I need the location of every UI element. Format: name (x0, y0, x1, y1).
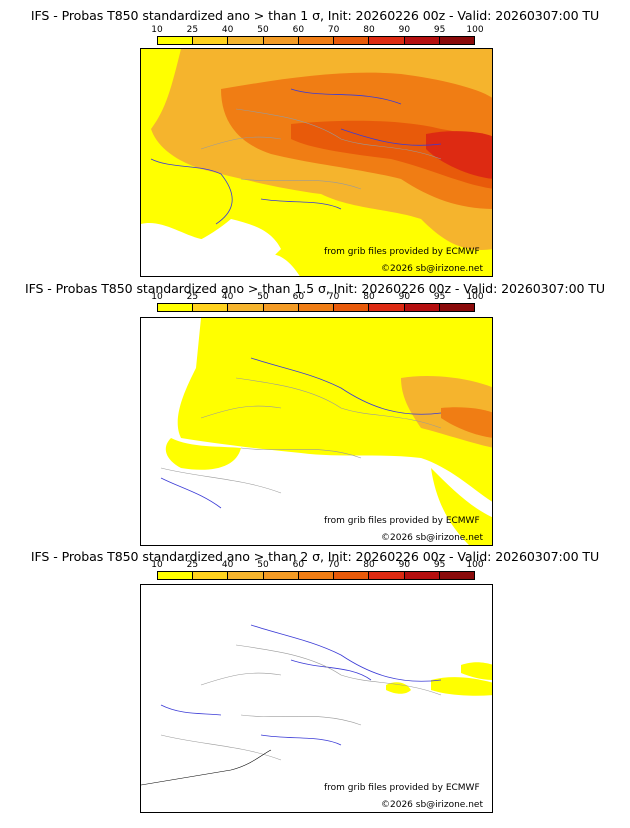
colorbar-tick-label: 90 (398, 560, 411, 570)
colorbar-tick-label: 70 (327, 292, 340, 302)
colorbar-ticks: 10 25 40 50 60 70 80 90 95 100 (151, 560, 483, 571)
probability-map (160, 318, 492, 545)
colorbar-tick-label: 95 (433, 292, 446, 302)
colorbar-swatch (228, 572, 264, 579)
colorbar-swatch (369, 304, 405, 311)
colorbar: 10 25 40 50 60 70 80 90 95 100 (151, 560, 484, 584)
colorbar-swatch (228, 304, 264, 311)
source-credit: from grib files provided by ECMWF (324, 516, 480, 526)
colorbar-tick-label: 90 (398, 25, 411, 35)
colorbar-swatch (263, 572, 299, 579)
map-area: from grib files provided by ECMWF ©2026 … (140, 48, 493, 277)
colorbar-tick-label: 95 (433, 25, 446, 35)
colorbar-tick-label: 25 (186, 25, 199, 35)
map-area: from grib files provided by ECMWF ©2026 … (140, 584, 493, 813)
colorbar-swatch (263, 37, 299, 44)
colorbar-swatch (439, 304, 474, 311)
colorbar-tick-label: 50 (257, 292, 269, 302)
colorbar-swatch (298, 304, 335, 311)
colorbar-tick-label: 40 (221, 560, 234, 570)
colorbar-swatch (404, 304, 440, 311)
colorbar-tick-label: 50 (257, 25, 269, 35)
probability-map (141, 624, 492, 786)
colorbar-swatch (193, 37, 229, 44)
panel-title: IFS - Probas T850 standardized ano > tha… (30, 8, 600, 23)
colorbar: 10 25 40 50 60 70 80 90 95 100 (151, 292, 484, 316)
colorbar-swatch (439, 572, 474, 579)
colorbar-swatch (298, 572, 335, 579)
colorbar: 10 25 40 50 60 70 80 90 95 100 (151, 25, 484, 49)
colorbar-tick-label: 100 (466, 25, 484, 35)
panel-title: IFS - Probas T850 standardized ano > tha… (24, 281, 606, 296)
colorbar-ticks: 10 25 40 50 60 70 80 90 95 100 (151, 292, 483, 303)
map-area: from grib files provided by ECMWF ©2026 … (140, 317, 493, 546)
colorbar-tick-label: 40 (221, 25, 234, 35)
colorbar-swatch (439, 37, 474, 44)
colorbar-tick-label: 10 (151, 25, 163, 35)
colorbar-ticks: 10 25 40 50 60 70 80 90 95 100 (151, 25, 483, 36)
colorbar-swatch (334, 37, 370, 44)
source-credit: from grib files provided by ECMWF (324, 247, 480, 257)
colorbar-tick-label: 25 (186, 292, 199, 302)
colorbar-tick-label: 25 (186, 560, 199, 570)
colorbar-tick-label: 90 (398, 292, 411, 302)
colorbar-swatches (157, 303, 475, 312)
colorbar-swatch (158, 304, 194, 311)
colorbar-tick-label: 100 (466, 560, 484, 570)
colorbar-swatch (334, 304, 370, 311)
colorbar-swatch (228, 37, 264, 44)
colorbar-swatch (369, 37, 405, 44)
colorbar-tick-label: 60 (292, 292, 305, 302)
colorbar-swatch (158, 572, 194, 579)
colorbar-tick-label: 80 (363, 560, 375, 570)
colorbar-tick-label: 60 (292, 560, 305, 570)
colorbar-swatch (369, 572, 405, 579)
colorbar-tick-label: 10 (151, 560, 163, 570)
colorbar-swatch (404, 37, 440, 44)
copyright: ©2026 sb@irizone.net (381, 800, 483, 810)
colorbar-swatch (193, 304, 229, 311)
colorbar-swatch (193, 572, 229, 579)
source-credit: from grib files provided by ECMWF (324, 783, 480, 793)
probability-map (141, 49, 492, 276)
colorbar-tick-label: 100 (466, 292, 484, 302)
colorbar-tick-label: 95 (433, 560, 446, 570)
colorbar-swatches (157, 571, 475, 580)
copyright: ©2026 sb@irizone.net (381, 264, 483, 274)
colorbar-swatch (404, 572, 440, 579)
colorbar-swatch (263, 304, 299, 311)
colorbar-tick-label: 60 (292, 25, 305, 35)
colorbar-tick-label: 80 (363, 292, 375, 302)
colorbar-tick-label: 80 (363, 25, 375, 35)
colorbar-tick-label: 70 (327, 560, 340, 570)
colorbar-tick-label: 70 (327, 25, 340, 35)
copyright: ©2026 sb@irizone.net (381, 533, 483, 543)
colorbar-tick-label: 50 (257, 560, 269, 570)
colorbar-tick-label: 10 (151, 292, 163, 302)
panel-title: IFS - Probas T850 standardized ano > tha… (30, 549, 600, 564)
colorbar-swatch (158, 37, 194, 44)
colorbar-swatch (298, 37, 335, 44)
colorbar-swatch (334, 572, 370, 579)
colorbar-swatches (157, 36, 475, 45)
colorbar-tick-label: 40 (221, 292, 234, 302)
